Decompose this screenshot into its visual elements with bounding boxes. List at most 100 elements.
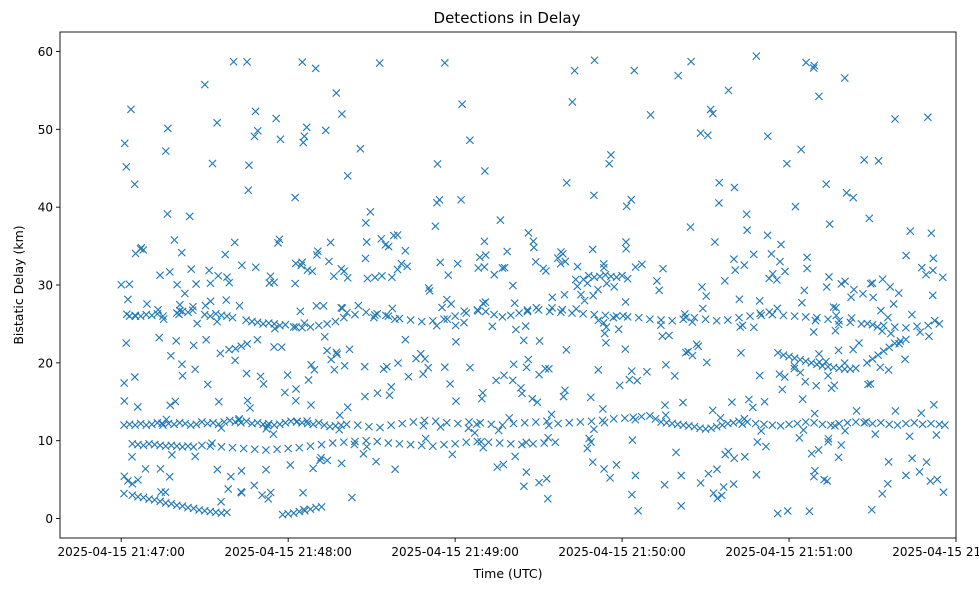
data-point <box>498 421 507 430</box>
data-point <box>451 439 460 448</box>
data-point <box>846 318 855 327</box>
data-point <box>625 375 634 384</box>
data-point <box>235 301 244 310</box>
data-point <box>924 321 933 330</box>
data-point <box>595 272 604 281</box>
data-point <box>354 301 363 310</box>
data-point <box>440 315 448 324</box>
data-point <box>843 418 852 427</box>
data-point <box>541 364 550 373</box>
data-point <box>371 273 379 282</box>
data-point <box>718 421 727 430</box>
data-point <box>598 416 607 425</box>
data-point <box>698 283 706 291</box>
data-point <box>579 309 588 318</box>
data-point <box>812 381 821 390</box>
data-point <box>309 420 318 429</box>
data-point <box>508 281 517 290</box>
data-point <box>703 131 712 140</box>
data-point <box>751 419 760 428</box>
data-point <box>928 291 937 300</box>
data-point <box>824 272 833 281</box>
data-point <box>851 418 860 426</box>
data-point <box>710 238 719 246</box>
data-point <box>147 311 156 320</box>
data-point <box>860 155 869 164</box>
data-point <box>136 419 145 428</box>
data-point <box>330 365 339 374</box>
data-point <box>167 450 176 459</box>
data-point <box>345 345 354 354</box>
data-point <box>237 488 246 497</box>
data-point <box>719 483 728 492</box>
data-point <box>262 465 271 474</box>
data-point <box>879 321 888 330</box>
data-point <box>554 419 563 428</box>
data-point <box>560 290 569 299</box>
data-point <box>717 491 726 500</box>
data-point <box>834 346 843 355</box>
data-point <box>801 312 810 321</box>
data-point <box>480 167 489 176</box>
data-point <box>213 118 222 127</box>
data-point <box>224 345 233 354</box>
data-point <box>809 64 818 73</box>
data-point <box>291 193 300 202</box>
data-point <box>866 279 875 288</box>
data-point <box>548 303 556 312</box>
data-point <box>458 100 467 109</box>
data-point <box>133 402 142 411</box>
data-point <box>820 475 829 484</box>
data-point <box>627 367 636 376</box>
data-point <box>601 311 610 320</box>
data-point <box>289 323 298 332</box>
data-point <box>319 301 328 310</box>
data-point <box>862 358 871 367</box>
data-point <box>511 452 520 461</box>
data-point <box>178 371 187 380</box>
data-point <box>874 351 883 360</box>
data-point <box>130 373 139 382</box>
data-point <box>253 335 262 344</box>
data-point <box>542 474 551 483</box>
data-point <box>543 494 552 503</box>
data-point <box>776 240 785 249</box>
x-tick-label: 2025-04-15 21:50:00 <box>558 545 685 559</box>
data-point <box>579 275 588 284</box>
data-point <box>824 371 833 380</box>
data-point <box>228 443 237 452</box>
data-point <box>266 272 275 281</box>
data-point <box>401 335 410 344</box>
data-point <box>401 246 410 255</box>
data-point <box>509 419 518 428</box>
data-point <box>929 400 938 409</box>
data-point <box>409 418 418 426</box>
data-point <box>886 282 895 291</box>
data-point <box>128 479 137 488</box>
data-point <box>730 183 739 192</box>
data-point <box>299 488 308 497</box>
data-point <box>568 98 577 106</box>
data-point <box>729 480 738 489</box>
data-point <box>281 418 290 427</box>
data-point <box>901 355 910 364</box>
data-point <box>166 351 175 360</box>
data-point <box>807 449 816 458</box>
data-point <box>153 418 162 427</box>
data-point <box>366 207 375 216</box>
data-point <box>824 437 833 446</box>
data-point <box>837 279 846 288</box>
data-point <box>800 286 809 295</box>
data-point <box>556 308 565 317</box>
data-point <box>379 365 388 374</box>
data-point <box>312 250 321 259</box>
data-point <box>915 467 924 476</box>
data-point <box>206 312 215 321</box>
data-point <box>350 310 359 319</box>
data-point <box>531 418 540 426</box>
data-point <box>361 218 370 227</box>
data-point <box>397 259 406 268</box>
data-point <box>922 458 931 467</box>
data-point <box>384 312 393 321</box>
